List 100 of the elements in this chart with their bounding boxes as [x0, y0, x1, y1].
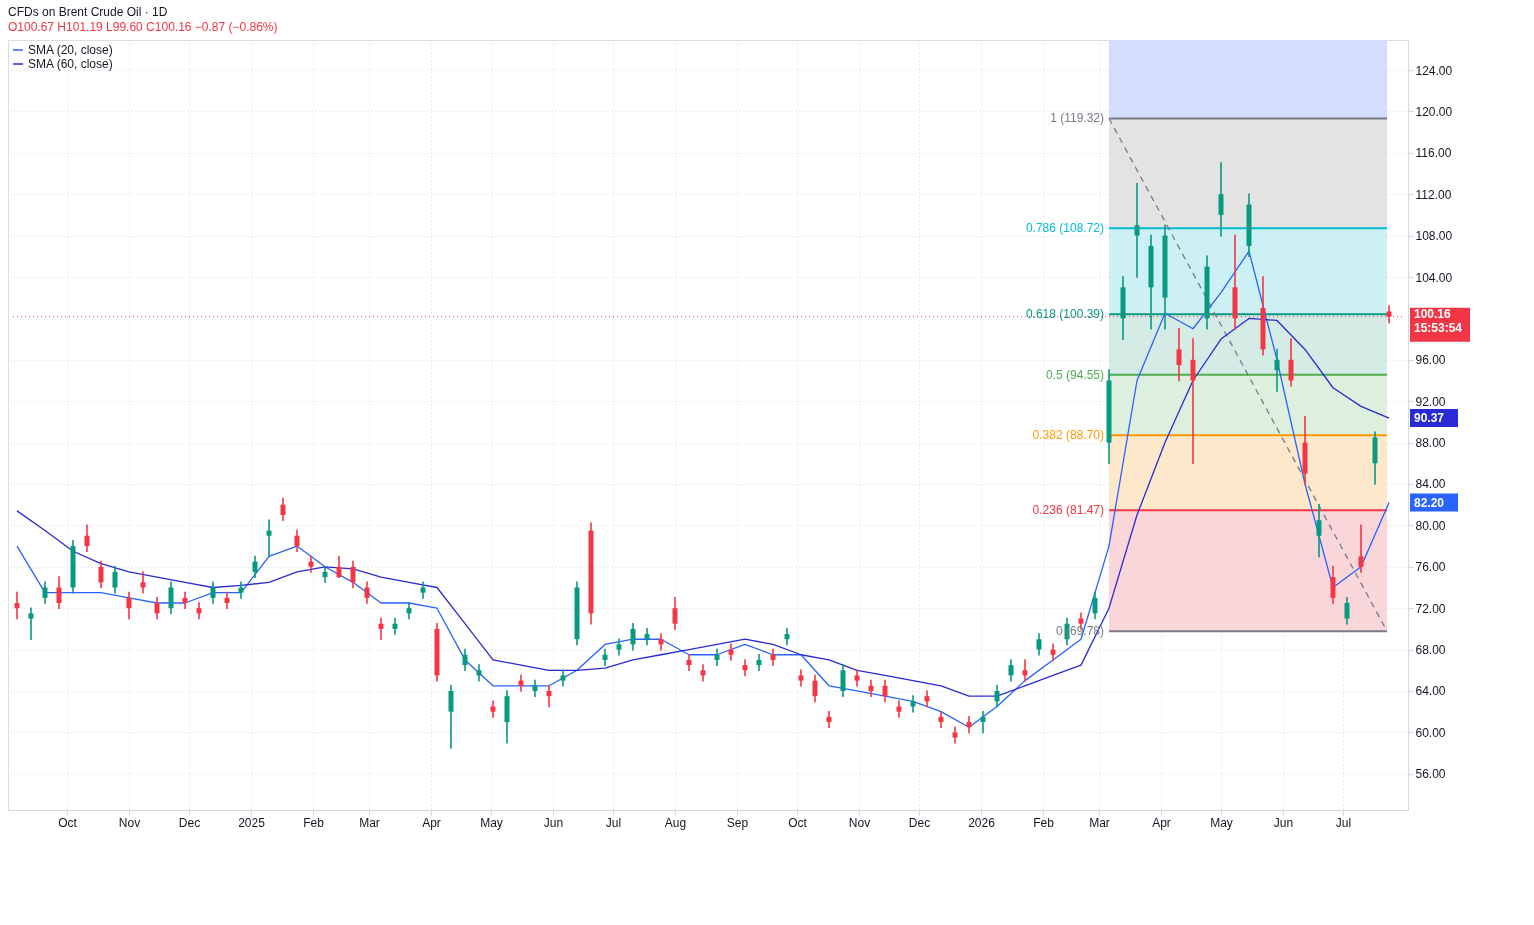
candlestick: [812, 674, 818, 703]
candlestick: [140, 571, 146, 594]
y-tick-label: 108.00: [1415, 229, 1453, 244]
chart-title: CFDs on Brent Crude Oil · 1D: [8, 5, 168, 19]
candlestick: [1330, 565, 1336, 604]
candlestick: [196, 602, 202, 620]
x-tick-label: Feb: [303, 815, 325, 830]
candlestick: [42, 581, 48, 604]
candlestick: [840, 664, 846, 697]
candlestick: [1274, 348, 1280, 392]
candlestick: [350, 560, 356, 589]
candlestick: [952, 726, 958, 744]
candlestick: [518, 674, 524, 692]
candlestick: [84, 524, 90, 553]
candlestick: [1344, 597, 1350, 625]
candlestick: [1218, 162, 1224, 237]
x-tick-label: 2025: [238, 815, 266, 830]
x-tick-label: Oct: [58, 815, 78, 830]
candlestick: [280, 497, 286, 522]
y-tick-label: 116.00: [1415, 146, 1452, 161]
ref-line-label: 100.16 15:53:54: [1414, 306, 1463, 335]
candlestick: [742, 659, 748, 677]
ref-line-label: 0.5 (94.55): [1045, 367, 1104, 382]
y-tick-label: 68.00: [1415, 643, 1446, 658]
candlestick: [896, 700, 902, 718]
candlestick: [966, 716, 972, 734]
candlestick: [532, 679, 538, 697]
y-tick-label: 112.00: [1415, 187, 1452, 202]
candlestick: [448, 685, 454, 749]
candlestick: [980, 710, 986, 734]
candlestick: [1190, 338, 1196, 465]
x-tick-label: Jun: [543, 815, 564, 830]
x-tick-label: Nov: [848, 815, 871, 830]
x-tick-label: May: [1210, 815, 1233, 830]
x-tick-label: May: [480, 815, 503, 830]
candlestick: [322, 565, 328, 584]
candlestick: [658, 633, 664, 651]
line-series: [16, 250, 1390, 728]
y-tick-label: 92.00: [1415, 394, 1446, 409]
candlestick: [378, 617, 384, 641]
y-tick-label: 84.00: [1415, 477, 1446, 492]
candlestick: [994, 685, 1000, 708]
candlestick: [168, 581, 174, 615]
candlestick: [938, 710, 944, 728]
candlestick: [700, 664, 706, 682]
candlestick: [854, 669, 860, 687]
candlestick: [112, 565, 118, 594]
candlestick: [224, 591, 230, 609]
y-tick-label: 104.00: [1415, 270, 1453, 285]
y-tick-label: 96.00: [1415, 353, 1446, 368]
candlestick: [126, 591, 132, 620]
x-tick-label: Sep: [726, 815, 749, 830]
y-tick-label: 64.00: [1415, 684, 1446, 699]
x-tick-label: Apr: [422, 815, 441, 830]
candlestick: [56, 576, 62, 609]
candlestick: [784, 628, 790, 646]
x-tick-label: Apr: [1152, 815, 1171, 830]
x-tick-label: Feb: [1033, 815, 1055, 830]
candlestick: [770, 648, 776, 666]
candlestick: [1316, 503, 1322, 558]
candlestick: [154, 597, 160, 620]
x-tick-label: Jul: [1335, 815, 1352, 830]
candlestick: [756, 653, 762, 672]
candlestick: [476, 664, 482, 682]
x-tick-label: 2026: [968, 815, 996, 830]
candlestick: [28, 607, 34, 641]
candlestick: [1358, 524, 1364, 573]
candlestick: [560, 669, 566, 687]
x-tick-label: Nov: [118, 815, 141, 830]
candlestick: [1176, 327, 1182, 382]
candlestick: [98, 560, 104, 589]
candlestick: [616, 638, 622, 656]
candlestick: [826, 710, 832, 728]
x-tick-label: Dec: [178, 815, 201, 830]
y-tick-label: 120.00: [1415, 104, 1453, 119]
candlestick: [630, 622, 636, 651]
candlestick: [1050, 643, 1056, 661]
candlestick: [1022, 659, 1028, 682]
candlestick: [882, 679, 888, 703]
candlestick: [1092, 591, 1098, 620]
x-tick-label: Dec: [908, 815, 931, 830]
candlestick: [546, 685, 552, 708]
ref-line-label: 0.382 (88.70): [1032, 428, 1104, 443]
legend-label: SMA (20, close): [28, 43, 113, 57]
legend-label: SMA (60, close): [28, 57, 113, 71]
ref-line-label: 0.618 (100.39): [1025, 307, 1104, 322]
candlestick: [462, 648, 468, 672]
candlestick: [266, 519, 272, 558]
candlestick: [392, 617, 398, 635]
candlestick: [252, 555, 258, 578]
candlestick: [686, 653, 692, 672]
x-tick-label: Mar: [359, 815, 380, 830]
x-tick-label: Jun: [1273, 815, 1294, 830]
candlestick: [1008, 659, 1014, 682]
candlestick: [182, 591, 188, 609]
candlestick: [924, 690, 930, 708]
candlestick: [714, 648, 720, 666]
y-tick-label: 88.00: [1415, 436, 1446, 451]
candlestick: [490, 700, 496, 718]
candlestick: [294, 529, 300, 553]
